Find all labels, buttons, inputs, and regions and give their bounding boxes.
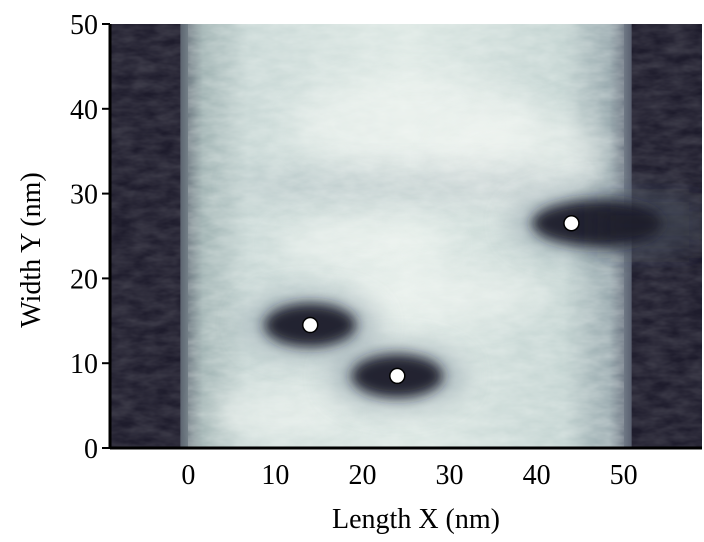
x-tick-label: 40 — [523, 460, 551, 491]
x-axis-title: Length X (nm) — [332, 504, 500, 535]
y-tick-label: 40 — [70, 95, 98, 126]
y-tick-label: 10 — [70, 349, 98, 380]
heatmap-image — [110, 24, 702, 448]
axes: 0 10 20 30 40 50 0 10 20 30 40 50 — [70, 10, 702, 491]
y-tick-label: 20 — [70, 264, 98, 295]
y-axis-title: Width Y (nm) — [16, 172, 47, 327]
y-tick-label: 30 — [70, 180, 98, 211]
y-tick-label: 50 — [70, 10, 98, 41]
data-point-marker — [301, 316, 319, 334]
x-tick-label: 10 — [261, 460, 289, 491]
x-tick-label: 30 — [436, 460, 464, 491]
marker-layer — [301, 215, 580, 385]
heatmap-dark-region-edge — [597, 202, 702, 249]
data-point-marker — [389, 367, 406, 385]
x-tick-label: 20 — [348, 460, 376, 491]
x-tick-label: 50 — [610, 460, 638, 491]
x-tick-label: 0 — [181, 460, 195, 491]
y-tick-label: 0 — [84, 434, 98, 465]
data-point-marker — [563, 215, 580, 232]
